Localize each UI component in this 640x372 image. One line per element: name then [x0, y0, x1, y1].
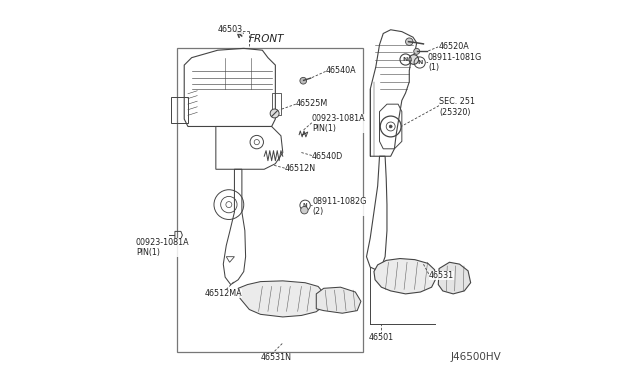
Text: 46520A: 46520A — [438, 42, 469, 51]
Polygon shape — [374, 259, 435, 294]
Text: 46540D: 46540D — [312, 152, 343, 161]
Circle shape — [409, 55, 419, 64]
Text: SEC. 251
(25320): SEC. 251 (25320) — [439, 97, 475, 117]
Text: 00923-1081A
PIN(1): 00923-1081A PIN(1) — [136, 238, 189, 257]
Text: 46540A: 46540A — [326, 66, 356, 75]
Text: FRONT: FRONT — [248, 34, 284, 44]
Polygon shape — [438, 262, 470, 294]
Text: 46512MA: 46512MA — [205, 289, 243, 298]
Circle shape — [301, 206, 308, 214]
Text: 46501: 46501 — [369, 333, 394, 342]
Text: 08911-1081G
(1): 08911-1081G (1) — [428, 53, 482, 72]
Circle shape — [406, 38, 413, 45]
Text: 46525M: 46525M — [296, 99, 328, 108]
Polygon shape — [238, 281, 324, 317]
Text: J46500HV: J46500HV — [451, 352, 502, 362]
Text: N: N — [417, 60, 422, 65]
Bar — [177, 48, 363, 352]
Circle shape — [389, 125, 392, 128]
Circle shape — [413, 48, 420, 54]
Text: 46512N: 46512N — [285, 164, 316, 173]
Text: 46503: 46503 — [218, 25, 243, 34]
Text: 46531: 46531 — [429, 271, 454, 280]
Circle shape — [300, 77, 307, 84]
Text: 46531N: 46531N — [260, 353, 291, 362]
Text: 08911-1082G
(2): 08911-1082G (2) — [312, 197, 367, 216]
Polygon shape — [316, 287, 361, 313]
Circle shape — [270, 109, 279, 118]
Text: N: N — [303, 203, 307, 208]
Text: N: N — [403, 57, 408, 62]
Text: 00923-1081A
PIN(1): 00923-1081A PIN(1) — [312, 114, 365, 133]
